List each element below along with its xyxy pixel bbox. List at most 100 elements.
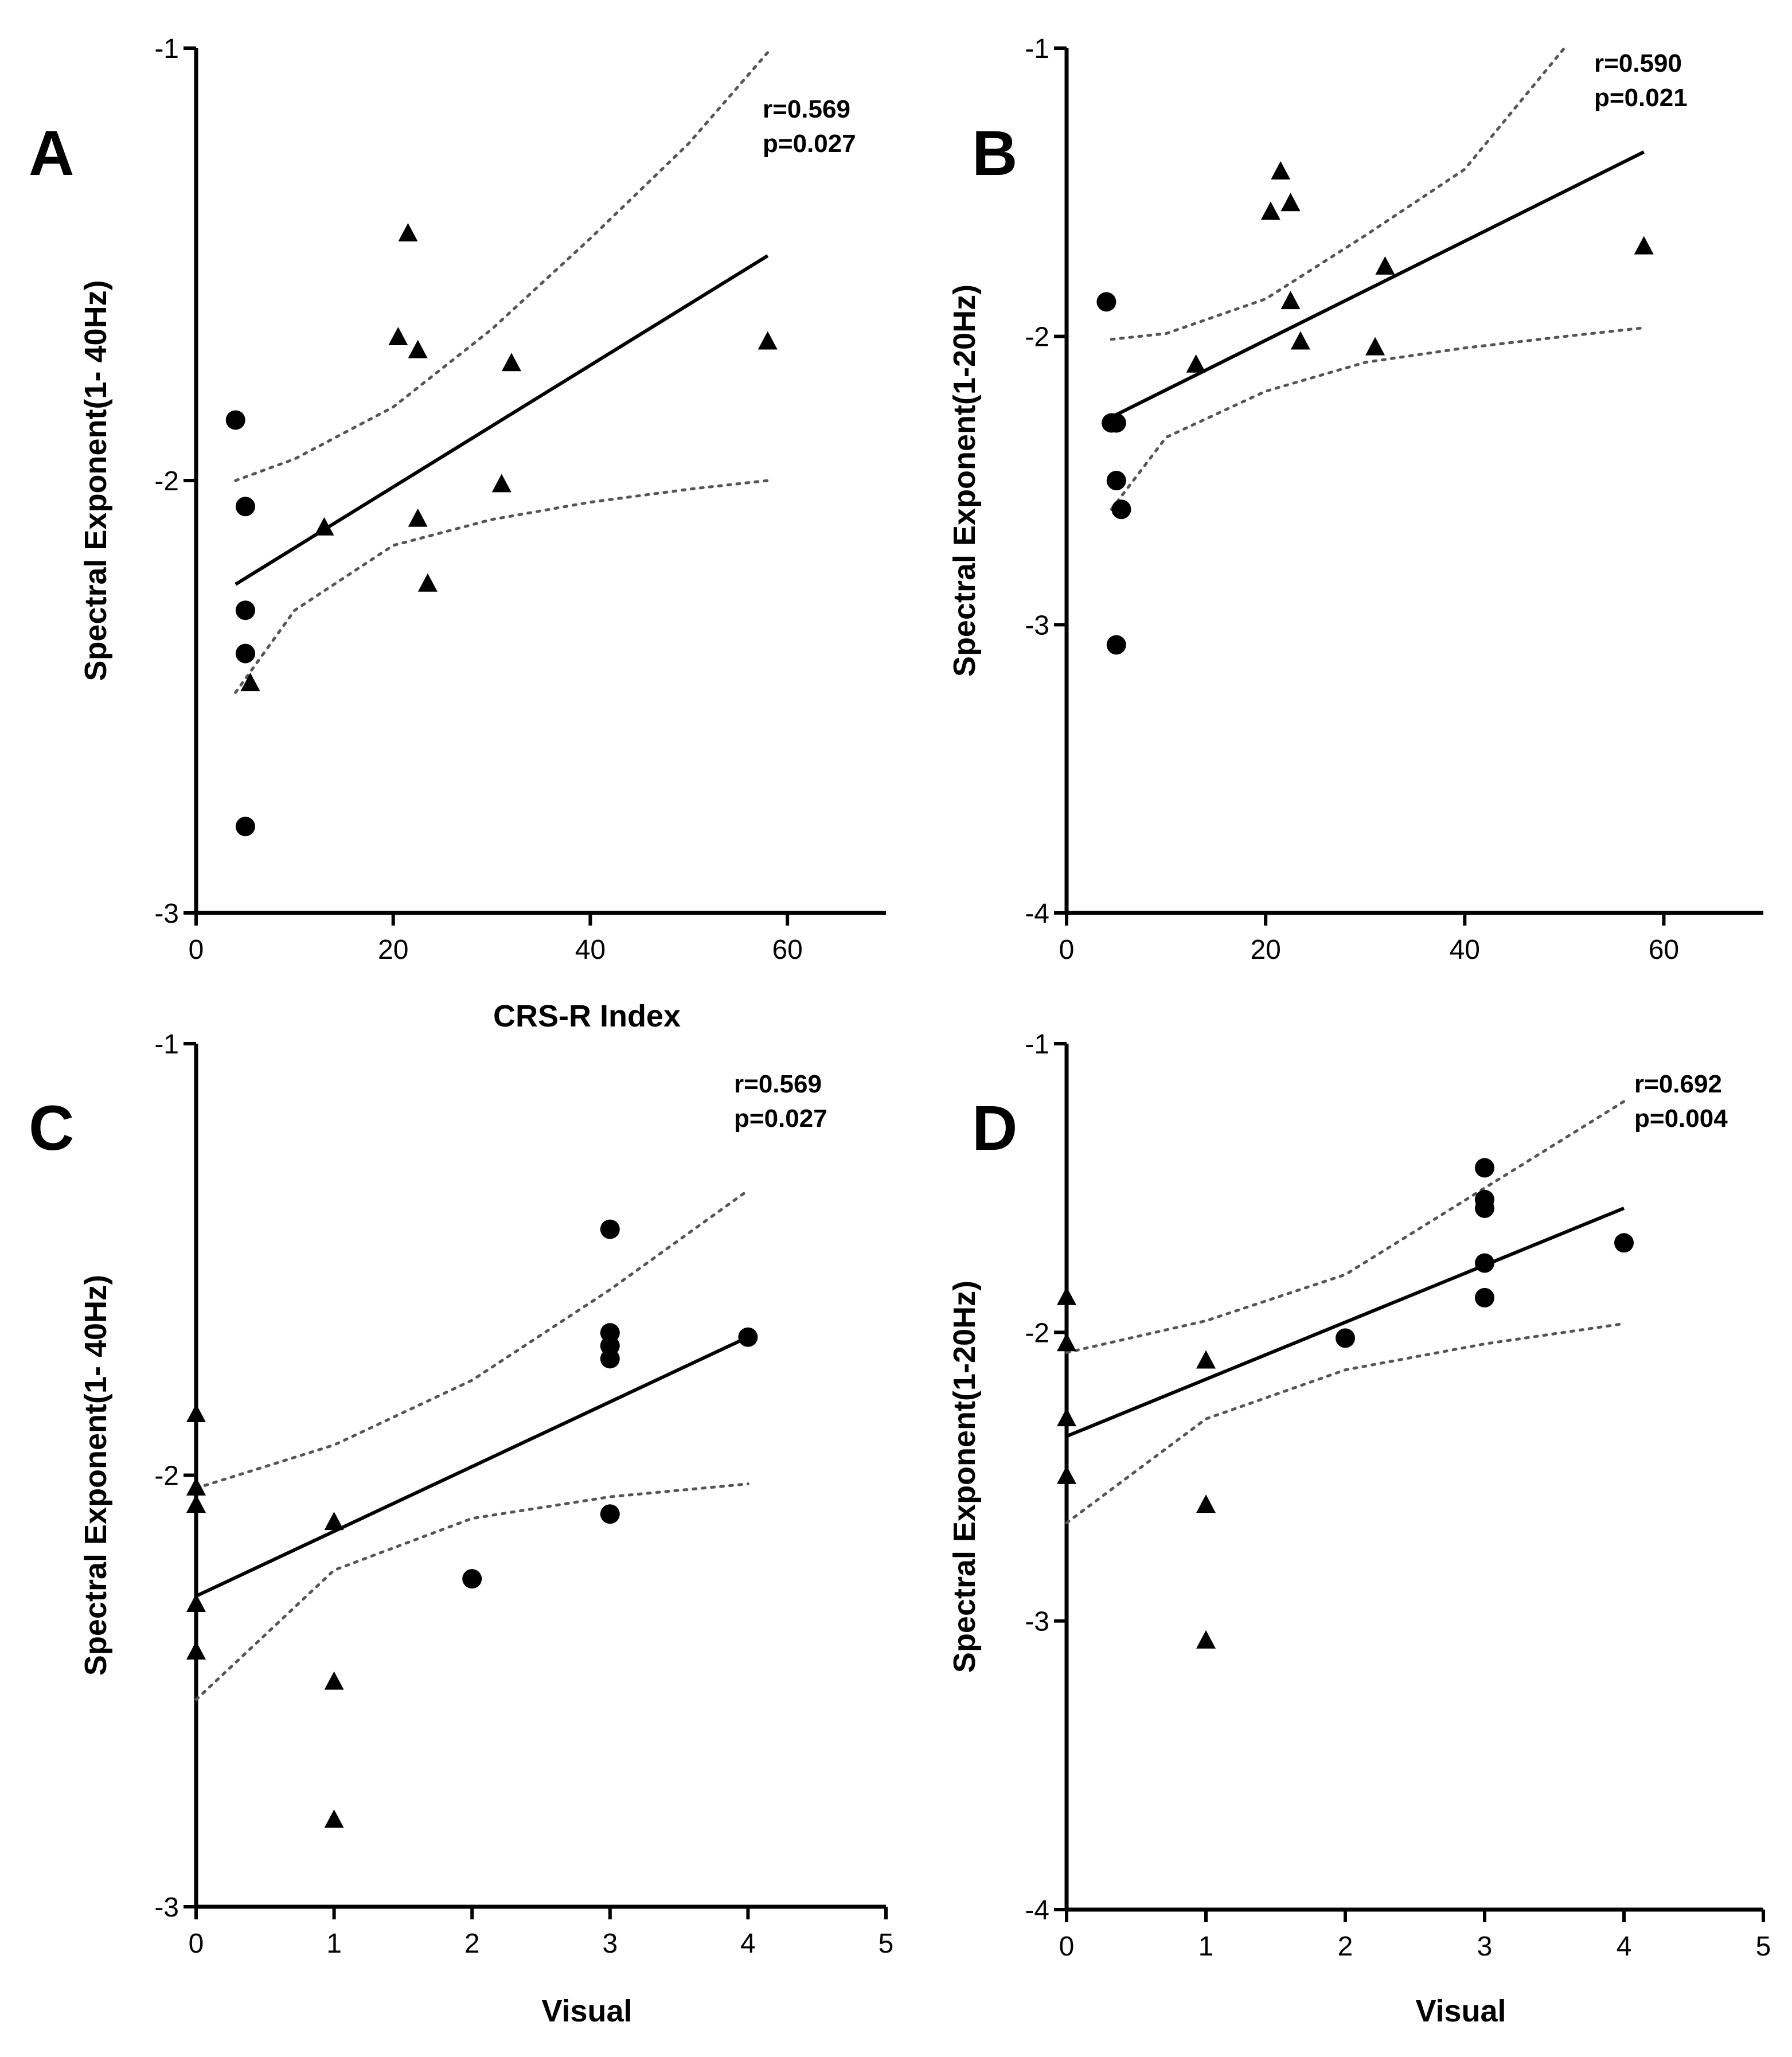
data-point-circle xyxy=(1614,1233,1634,1253)
panel-c: -1 -2 -3 0 1 2 3 4 5 Spectral Exponent(1- 40Hz) Vi… xyxy=(29,1029,893,2028)
y-tick-label: -2 xyxy=(154,1461,179,1492)
x-tick-label: 20 xyxy=(378,935,408,965)
data-point-circle xyxy=(600,1504,620,1524)
data-point-circle xyxy=(1111,499,1131,520)
data-point-circle xyxy=(235,600,255,620)
y-axis-label: Spectral Exponent(1-20Hz) xyxy=(947,284,982,677)
y-axis-label: Spectral Exponent(1- 40Hz) xyxy=(79,280,113,681)
data-point-triangle xyxy=(1196,1630,1216,1649)
y-tick-label: -2 xyxy=(1025,1318,1049,1348)
y-tick-label: -3 xyxy=(1025,1607,1049,1637)
y-tick-label: -4 xyxy=(1025,1895,1049,1926)
data-point-circle xyxy=(738,1327,758,1347)
x-tick-label: 0 xyxy=(189,935,204,965)
data-point-triangle xyxy=(1375,256,1395,275)
data-point-circle xyxy=(1096,292,1116,312)
data-point-triangle xyxy=(1057,1333,1076,1352)
ci-lower-line xyxy=(234,479,770,694)
x-tick-label: 0 xyxy=(189,1929,204,1959)
p-value: p=0.021 xyxy=(1594,84,1688,112)
y-axis-label: Spectral Exponent(1-20Hz) xyxy=(947,1281,982,1673)
data-point-circle xyxy=(235,497,255,517)
r-value: r=0.692 xyxy=(1634,1070,1722,1098)
x-tick-label: 3 xyxy=(602,1929,618,1959)
ci-upper-line xyxy=(1110,46,1566,341)
data-point-circle xyxy=(1336,1328,1355,1348)
x-tick-label: 4 xyxy=(740,1929,756,1959)
x-tick-label: 20 xyxy=(1250,935,1280,965)
p-value: p=0.027 xyxy=(734,1104,827,1133)
data-point-triangle xyxy=(501,353,521,372)
y-tick-label: -4 xyxy=(1025,899,1049,929)
data-point-triangle xyxy=(186,1403,206,1422)
ci-lower-line xyxy=(1065,1322,1626,1524)
x-tick-label: 60 xyxy=(772,935,802,965)
data-point-triangle xyxy=(1196,1350,1216,1369)
data-point-triangle xyxy=(398,223,418,242)
x-axis-label: Visual xyxy=(1415,1994,1506,2028)
y-tick-label: -2 xyxy=(1025,322,1049,353)
x-axis-label: CRS-R Index xyxy=(493,999,681,1033)
ci-upper-line xyxy=(1065,1100,1626,1355)
x-tick-label: 60 xyxy=(1649,935,1679,965)
y-tick-label: -2 xyxy=(154,466,179,497)
data-point-triangle xyxy=(186,1494,206,1513)
data-point-triangle xyxy=(186,1641,206,1660)
x-tick-label: 3 xyxy=(1477,1931,1493,1962)
panel-b: -1 -2 -3 -4 0 20 40 60 Spectral Exponent(1-20Hz)… xyxy=(947,34,1763,965)
data-point-triangle xyxy=(1057,1408,1076,1427)
y-axis-label: Spectral Exponent(1- 40Hz) xyxy=(79,1275,113,1676)
ci-lower-line xyxy=(1110,326,1646,511)
data-point-triangle xyxy=(758,331,778,350)
x-tick-label: 5 xyxy=(1756,1931,1771,1962)
data-point-circle xyxy=(1106,635,1126,655)
x-tick-label: 4 xyxy=(1617,1931,1632,1962)
data-point-triangle xyxy=(314,517,334,536)
data-point-triangle xyxy=(1057,1286,1076,1305)
data-point-circle xyxy=(462,1569,482,1589)
x-tick-label: 0 xyxy=(1059,1931,1075,1962)
data-point-triangle xyxy=(240,673,260,692)
data-point-triangle xyxy=(1280,291,1301,310)
data-point-circle xyxy=(235,817,255,837)
data-point-triangle xyxy=(408,339,428,358)
data-point-triangle xyxy=(388,326,408,345)
data-point-circle xyxy=(1475,1158,1494,1178)
x-tick-label: 1 xyxy=(326,1929,342,1959)
data-point-triangle xyxy=(1260,201,1280,220)
data-point-triangle xyxy=(491,474,512,493)
panel-label: B xyxy=(972,118,1017,189)
ci-upper-line xyxy=(234,51,770,482)
data-point-triangle xyxy=(1196,1494,1216,1513)
y-tick-label: -3 xyxy=(154,1892,179,1923)
r-value: r=0.569 xyxy=(763,95,850,123)
r-value: r=0.569 xyxy=(734,1070,822,1098)
data-point-triangle xyxy=(324,1512,344,1531)
regression-line xyxy=(1110,150,1645,419)
data-point-triangle xyxy=(186,1594,206,1613)
panel-label: C xyxy=(29,1093,74,1164)
data-point-triangle xyxy=(417,573,438,592)
data-point-triangle xyxy=(324,1671,344,1690)
data-point-circle xyxy=(600,1219,620,1239)
data-point-circle xyxy=(225,410,245,430)
panel-label: A xyxy=(29,118,74,189)
y-tick-label: -1 xyxy=(1025,34,1049,64)
data-point-triangle xyxy=(1365,337,1385,356)
y-tick-label: -1 xyxy=(1025,1029,1049,1060)
ci-lower-line xyxy=(194,1482,749,1701)
data-point-triangle xyxy=(1634,236,1654,255)
panel-label: D xyxy=(972,1093,1017,1164)
data-point-circle xyxy=(600,1349,620,1369)
data-point-triangle xyxy=(1186,354,1206,373)
x-tick-label: 0 xyxy=(1059,935,1075,965)
x-tick-label: 5 xyxy=(879,1929,894,1959)
data-point-triangle xyxy=(324,1809,344,1828)
x-tick-label: 2 xyxy=(464,1929,480,1959)
ci-upper-line xyxy=(194,1189,749,1490)
y-tick-label: -3 xyxy=(1025,610,1049,641)
panel-a: -1 -2 -3 0 20 40 60 Spectral Exponent(1- 40Hz) C… xyxy=(29,34,886,1033)
x-tick-label: 40 xyxy=(1450,935,1480,965)
p-value: p=0.027 xyxy=(763,130,856,158)
